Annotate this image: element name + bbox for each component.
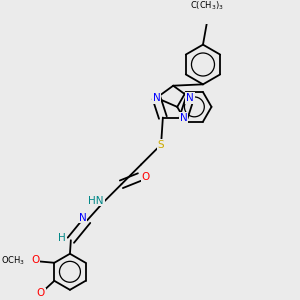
- Text: H: H: [58, 232, 66, 242]
- Text: O: O: [142, 172, 150, 182]
- Text: N: N: [153, 93, 160, 103]
- Text: OCH$_3$: OCH$_3$: [1, 255, 26, 267]
- Text: HN: HN: [88, 196, 104, 206]
- Text: methoxy: methoxy: [14, 260, 20, 261]
- Text: C(CH$_3$)$_3$: C(CH$_3$)$_3$: [190, 0, 224, 12]
- Text: O: O: [37, 288, 45, 298]
- Text: N: N: [180, 112, 188, 122]
- Text: N: N: [79, 213, 86, 223]
- Text: S: S: [158, 140, 164, 150]
- Text: O: O: [31, 255, 40, 265]
- Text: N: N: [186, 93, 194, 103]
